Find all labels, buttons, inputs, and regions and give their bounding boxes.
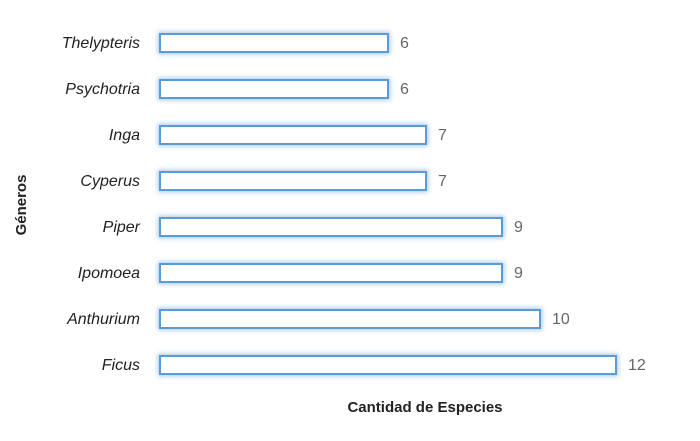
bar bbox=[159, 263, 503, 283]
bar bbox=[159, 217, 503, 237]
bar bbox=[159, 125, 427, 145]
y-tick-label: Piper bbox=[103, 219, 141, 236]
value-label: 6 bbox=[400, 81, 409, 98]
value-label: 10 bbox=[552, 311, 570, 328]
bar bbox=[159, 309, 541, 329]
y-axis-title: Géneros bbox=[13, 175, 30, 236]
value-label: 6 bbox=[400, 35, 409, 52]
y-tick-label: Psychotria bbox=[65, 81, 140, 98]
y-tick-label: Cyperus bbox=[80, 173, 140, 190]
y-tick-label: Inga bbox=[109, 127, 140, 144]
y-tick-label: Ficus bbox=[102, 357, 140, 374]
value-label: 12 bbox=[628, 357, 646, 374]
y-tick-label: Anthurium bbox=[66, 311, 140, 328]
bar bbox=[159, 355, 617, 375]
value-label: 7 bbox=[438, 127, 447, 144]
x-axis-title: Cantidad de Especies bbox=[347, 399, 502, 416]
bar bbox=[159, 79, 389, 99]
value-label: 9 bbox=[514, 219, 523, 236]
value-label: 9 bbox=[514, 265, 523, 282]
value-label: 7 bbox=[438, 173, 447, 190]
bar bbox=[159, 33, 389, 53]
y-tick-label: Thelypteris bbox=[62, 35, 140, 52]
bar bbox=[159, 171, 427, 191]
y-tick-label: Ipomoea bbox=[78, 265, 140, 282]
